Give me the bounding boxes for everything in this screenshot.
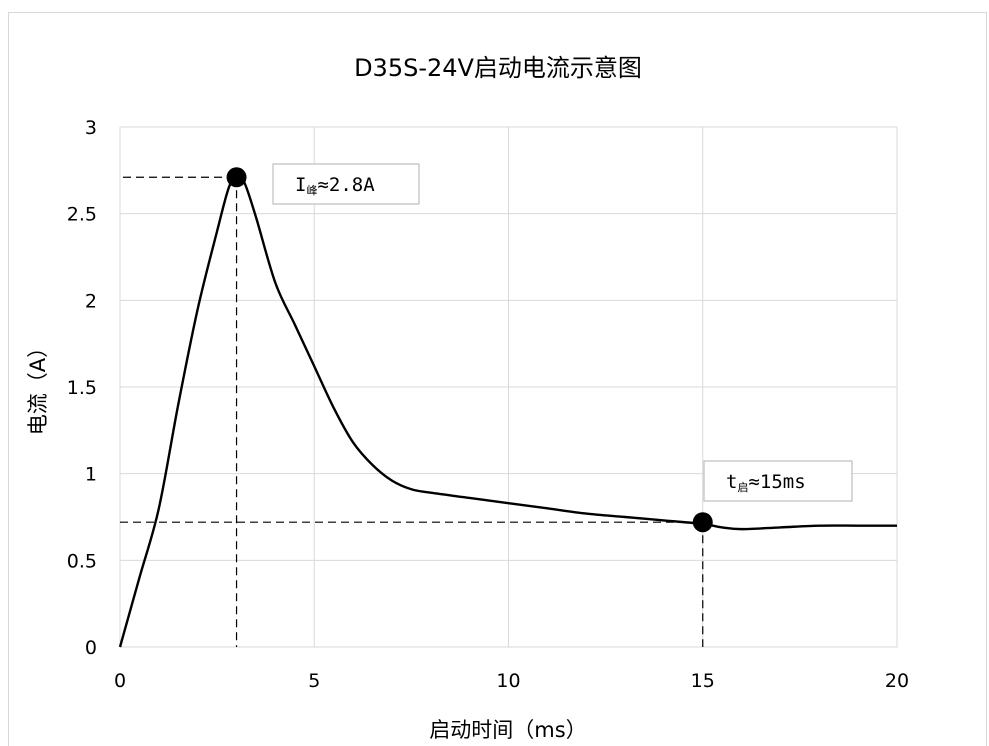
annotation-label: I峰≈2.8A xyxy=(295,174,375,197)
marker-point xyxy=(226,167,247,188)
grid-lines xyxy=(119,126,898,648)
x-tick-label: 5 xyxy=(308,670,320,692)
annotations: I峰≈2.8A t启≈15ms xyxy=(272,163,853,502)
annotation-box xyxy=(703,460,853,502)
chart-title: D35S-24V启动电流示意图 xyxy=(354,54,642,82)
y-tick-label: 0.5 xyxy=(67,550,97,572)
y-tick-label: 2.5 xyxy=(67,204,97,226)
y-tick-label: 0 xyxy=(85,637,97,659)
y-tick-labels: 0 0.5 1 1.5 2 2.5 3 xyxy=(67,117,97,659)
x-tick-labels: 0 5 10 15 20 xyxy=(114,670,909,692)
x-tick-label: 20 xyxy=(885,670,909,692)
x-axis-label: 启动时间（ms） xyxy=(429,718,586,742)
series-line xyxy=(118,175,897,648)
x-tick-label: 0 xyxy=(114,670,126,692)
y-tick-label: 2 xyxy=(85,290,97,312)
annotation-label: t启≈15ms xyxy=(726,471,806,494)
x-tick-label: 15 xyxy=(691,670,715,692)
y-tick-label: 1 xyxy=(85,464,97,486)
guide-lines xyxy=(120,176,704,647)
markers xyxy=(226,167,713,533)
marker-point xyxy=(692,512,713,533)
y-axis-label: 电流（A） xyxy=(26,337,50,435)
x-tick-label: 10 xyxy=(496,670,520,692)
y-tick-label: 1.5 xyxy=(67,377,97,399)
annotation-box xyxy=(272,163,420,205)
y-tick-label: 3 xyxy=(85,117,97,139)
chart-frame xyxy=(8,12,987,746)
